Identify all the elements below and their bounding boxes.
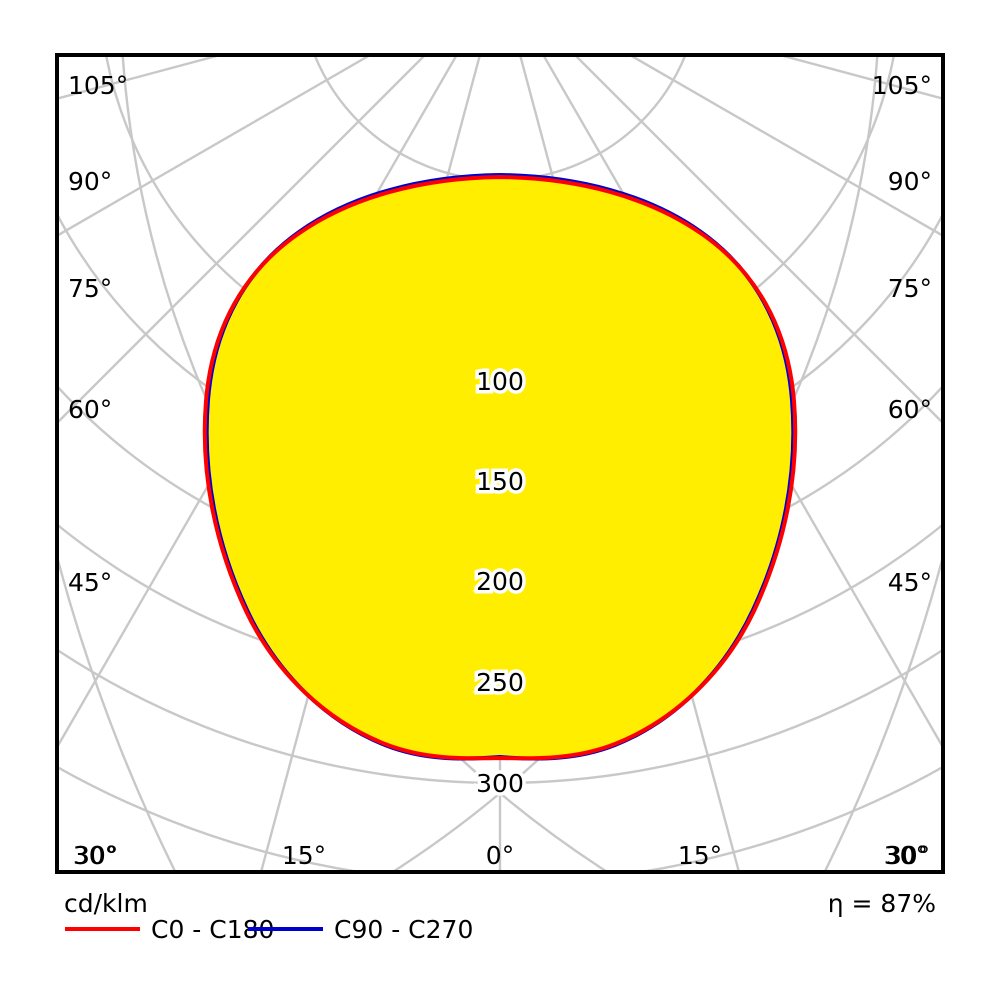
angle-label-left-60: 60° (68, 395, 112, 424)
angle-label-left-105: 105° (68, 71, 128, 100)
angle-label-bottom-m30: 30° (73, 841, 117, 870)
grid-spoke-p45 (574, 56, 942, 424)
angle-label-left-75: 75° (68, 274, 112, 303)
angle-label-bottom-0: 0° (486, 841, 514, 870)
angle-label-bottom-m15: 15° (282, 841, 326, 870)
efficiency-label: η = 87% (828, 889, 936, 918)
angle-label-right-75: 75° (888, 274, 932, 303)
radial-labels: 100 150 200 250 300 (473, 364, 528, 802)
angle-label-bottom-p30: 30° (886, 841, 930, 870)
angle-label-right-90: 90° (888, 167, 932, 196)
angle-label-bottom-p15: 15° (678, 841, 722, 870)
angle-label-right-60: 60° (888, 395, 932, 424)
plot-frame (55, 53, 945, 874)
angle-label-left-90: 90° (68, 167, 112, 196)
grid-spoke-m60 (58, 56, 371, 237)
curve-c0-c180 (202, 175, 798, 761)
legend-item-c90-c270[interactable]: C90 - C270 (248, 915, 473, 944)
intensity-fill (208, 176, 792, 759)
legend-item-c0-c180[interactable]: C0 - C180 (65, 915, 274, 944)
angle-label-left-30: 30° (74, 841, 118, 870)
angle-labels-bottom: 30° 15° 0° 15° 30° (73, 841, 930, 870)
legend: C0 - C180 C90 - C270 (65, 915, 473, 944)
radial-label-300: 300 (476, 769, 524, 798)
angle-labels-right: 105° 90° 75° 60° 45° 30° (872, 71, 932, 870)
radial-label-250: 250 (476, 668, 524, 697)
angle-label-right-45: 45° (888, 568, 932, 597)
grid-spoke-p60 (629, 56, 942, 237)
radial-label-100: 100 (476, 367, 524, 396)
unit-label: cd/klm (64, 889, 148, 918)
angle-label-right-30: 30° (884, 841, 928, 870)
radial-label-150: 150 (476, 467, 524, 496)
angle-labels-left: 105° 90° 75° 60° 45° 30° (68, 71, 128, 870)
angle-label-right-105: 105° (872, 71, 932, 100)
radial-label-200: 200 (476, 567, 524, 596)
angle-label-left-45: 45° (68, 568, 112, 597)
legend-label-c90-c270: C90 - C270 (334, 915, 473, 944)
grid-spoke-m45 (58, 56, 426, 424)
